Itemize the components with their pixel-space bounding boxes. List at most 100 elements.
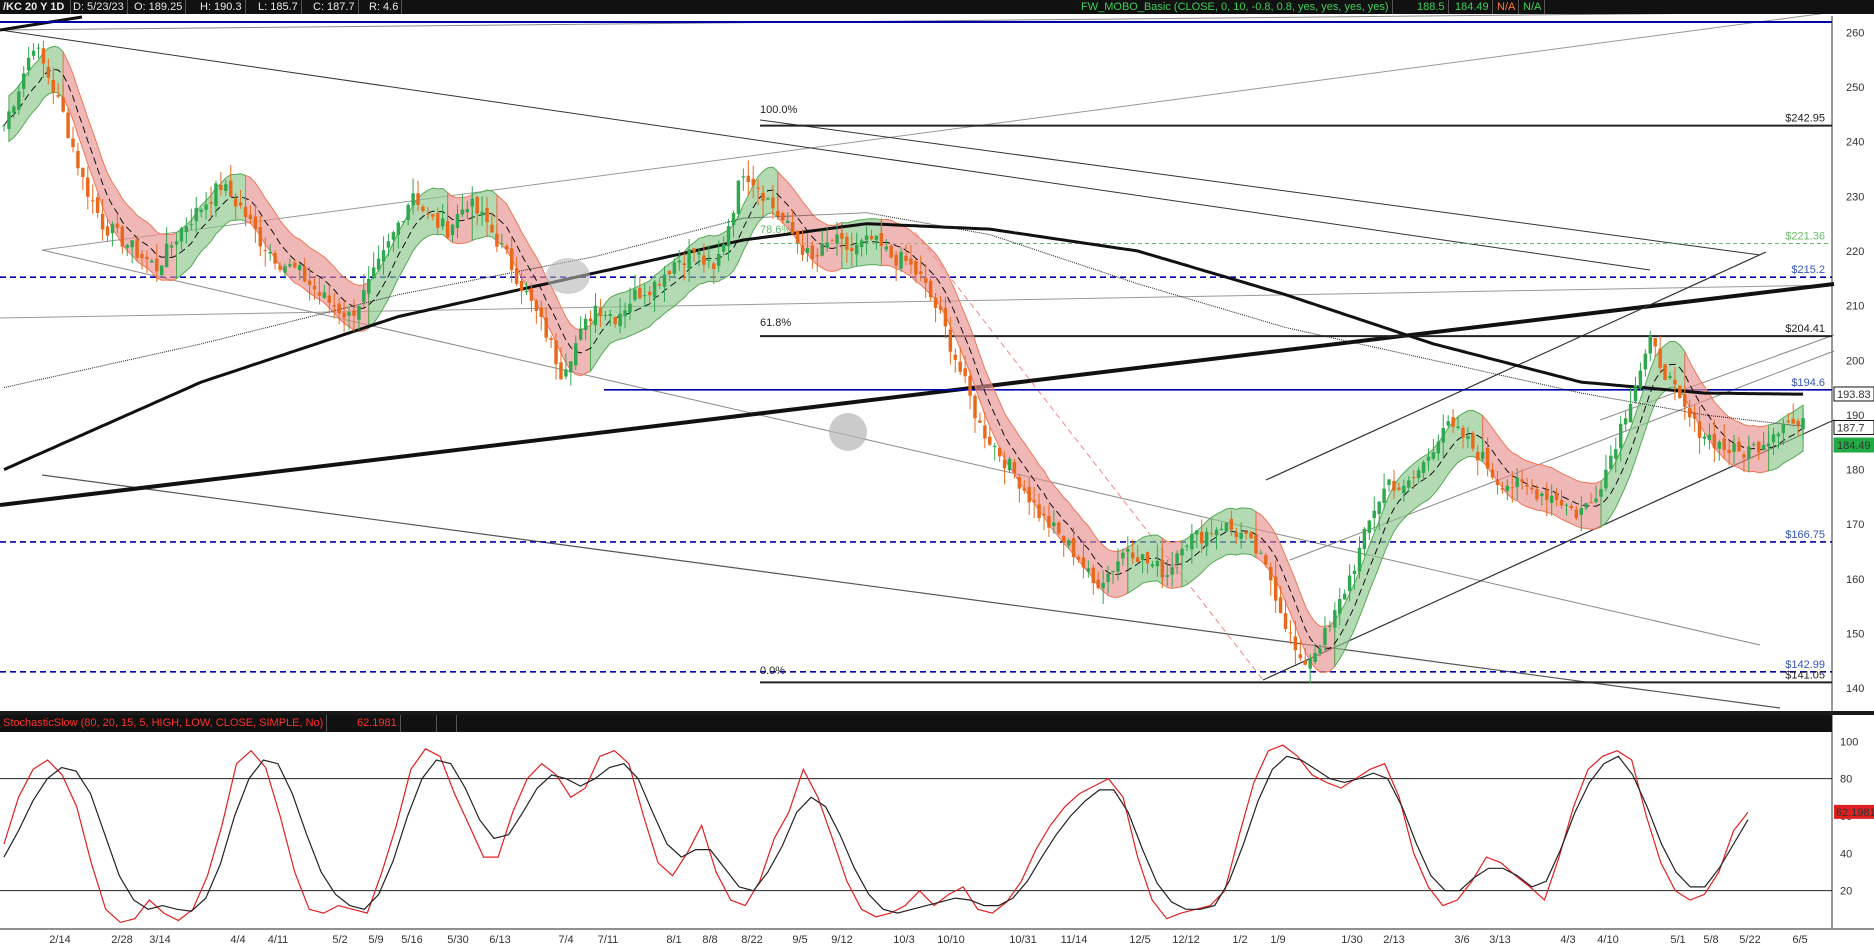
stoch-value: 62.1981 <box>354 715 401 732</box>
candle-body <box>1520 479 1524 482</box>
candle-body <box>169 245 174 248</box>
candle-body <box>1535 489 1539 500</box>
drawing-marker-ellipse[interactable] <box>546 258 590 294</box>
candle-body <box>647 291 652 296</box>
level-label: $166.75 <box>1785 529 1825 541</box>
date-tick-label: 5/2 <box>332 934 347 946</box>
candle-body <box>238 202 243 206</box>
price-tick-label: 220 <box>1846 246 1864 258</box>
candle-body <box>1510 487 1514 489</box>
price-badge <box>1833 419 1874 435</box>
candle-body <box>1032 500 1036 503</box>
price-badge-label: 187.7 <box>1837 422 1865 434</box>
candle-body <box>1288 632 1293 634</box>
candle-body <box>1367 520 1372 533</box>
candle-body <box>643 295 647 297</box>
candle-body <box>1549 495 1554 503</box>
candle-body <box>1372 510 1376 519</box>
band-placeholder <box>4 531 78 564</box>
candle-body <box>559 362 563 380</box>
band-placeholder <box>4 535 83 650</box>
stochastic-axis: 2040608010062.1981 <box>1834 736 1874 898</box>
candle-body <box>174 241 179 245</box>
candle-body <box>2 125 6 127</box>
candle-body <box>618 313 622 327</box>
candle-body <box>1131 552 1135 559</box>
candle-body <box>756 187 760 189</box>
candle-body <box>1466 435 1470 439</box>
candle-body <box>1515 477 1519 488</box>
candle-body <box>253 216 258 230</box>
candle-body <box>509 248 514 271</box>
candle-body <box>928 280 933 298</box>
band-placeholder <box>4 428 39 448</box>
candle-body <box>480 211 484 216</box>
candle-body <box>1540 493 1544 497</box>
candle-body <box>726 226 731 247</box>
candle-body <box>751 178 755 186</box>
candle-body <box>519 280 524 292</box>
candle-body <box>1407 480 1411 488</box>
candle-body <box>26 57 31 71</box>
stoch-label[interactable]: StochasticSlow (80, 20, 15, 5, HIGH, LOW… <box>0 715 328 732</box>
candle-body <box>1037 504 1041 518</box>
study-label[interactable]: FW_MOBO_Basic (CLOSE, 0, 10, -0.8, 0.8, … <box>1078 0 1393 14</box>
trendline <box>759 119 1761 256</box>
candle-body <box>716 254 721 266</box>
candle-body <box>367 278 371 294</box>
price-tick-label: 140 <box>1846 683 1864 695</box>
candle-body <box>1402 485 1406 494</box>
stoch-slot-1 <box>420 715 437 732</box>
candle-body <box>914 260 918 275</box>
candle-body <box>667 270 672 275</box>
candle-body <box>721 244 726 252</box>
candle-body <box>514 268 519 284</box>
level-label: $141.05 <box>1785 669 1825 681</box>
symbol-label[interactable]: /KC 20 Y 1D <box>0 0 71 14</box>
candle-body <box>1604 469 1608 489</box>
stoch-k-line <box>3 744 1749 924</box>
price-tick-label: 210 <box>1846 301 1864 313</box>
candle-body <box>569 361 573 373</box>
candle-body <box>1338 598 1342 614</box>
stoch-slot-2 <box>440 715 457 732</box>
candle-body <box>258 227 263 247</box>
date-tick-label: 4/4 <box>230 934 245 946</box>
candle-body <box>288 264 292 267</box>
candle-body <box>1303 660 1307 665</box>
candle-body <box>1614 449 1618 459</box>
candle-body <box>598 307 603 317</box>
candle-body <box>307 280 312 285</box>
candle-body <box>1722 438 1726 450</box>
candle-body <box>1160 559 1165 578</box>
drawing-marker-circle[interactable] <box>829 413 867 451</box>
date-tick-label: 3/14 <box>149 934 170 946</box>
study-value-1: 188.5 <box>1414 0 1449 14</box>
candle-body <box>1066 540 1071 546</box>
candle-body <box>1382 488 1386 503</box>
stoch-badge <box>1834 804 1874 819</box>
candle-body <box>21 73 26 89</box>
candle-body <box>593 305 598 326</box>
candle-body <box>761 192 765 201</box>
candle-body <box>214 183 218 206</box>
candle-body <box>948 329 953 352</box>
candle-body <box>1416 470 1421 479</box>
date-tick-label: 12/5 <box>1129 934 1150 946</box>
candle-body <box>574 343 578 366</box>
candle-body <box>278 265 282 270</box>
candle-body <box>302 266 307 282</box>
price-tick-label: 250 <box>1846 82 1864 94</box>
candle-body <box>1062 535 1066 543</box>
candle-body <box>889 245 893 258</box>
candle-body <box>209 202 213 204</box>
candle-body <box>184 226 189 233</box>
date-tick-label: 8/1 <box>666 934 681 946</box>
candle-body <box>1574 509 1579 519</box>
candle-body <box>1589 502 1593 504</box>
candle-body <box>1190 533 1194 550</box>
band-placeholder <box>4 216 29 221</box>
candle-body <box>1347 575 1352 591</box>
candle-body <box>1638 370 1643 388</box>
candle-body <box>1609 455 1613 469</box>
